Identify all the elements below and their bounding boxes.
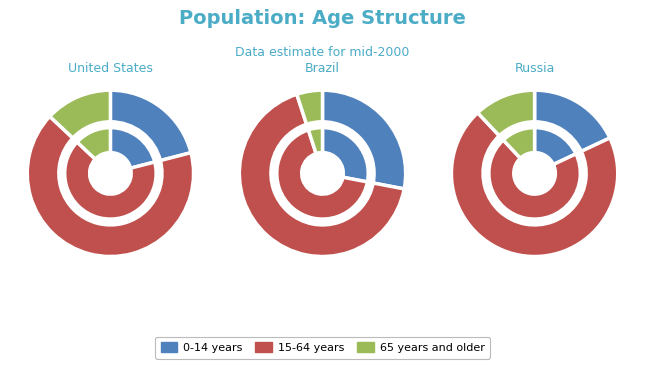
Wedge shape <box>451 113 618 257</box>
Wedge shape <box>489 140 580 219</box>
Wedge shape <box>297 90 322 124</box>
Wedge shape <box>277 130 368 219</box>
Wedge shape <box>535 128 576 164</box>
Legend: 0-14 years, 15-64 years, 65 years and older: 0-14 years, 15-64 years, 65 years and ol… <box>155 337 490 359</box>
Wedge shape <box>64 142 156 219</box>
Wedge shape <box>478 90 535 136</box>
Text: Brazil: Brazil <box>305 62 340 75</box>
Wedge shape <box>308 128 322 154</box>
Text: Russia: Russia <box>515 62 555 75</box>
Wedge shape <box>110 90 191 161</box>
Wedge shape <box>322 90 406 189</box>
Text: Data estimate for mid-2000: Data estimate for mid-2000 <box>235 46 410 59</box>
Wedge shape <box>239 94 404 257</box>
Wedge shape <box>110 128 155 168</box>
Text: United States: United States <box>68 62 153 75</box>
Wedge shape <box>27 116 194 257</box>
Text: Population: Age Structure: Population: Age Structure <box>179 9 466 28</box>
Wedge shape <box>77 128 110 159</box>
Wedge shape <box>50 90 110 138</box>
Wedge shape <box>503 128 535 158</box>
Wedge shape <box>322 128 368 182</box>
Wedge shape <box>535 90 610 152</box>
